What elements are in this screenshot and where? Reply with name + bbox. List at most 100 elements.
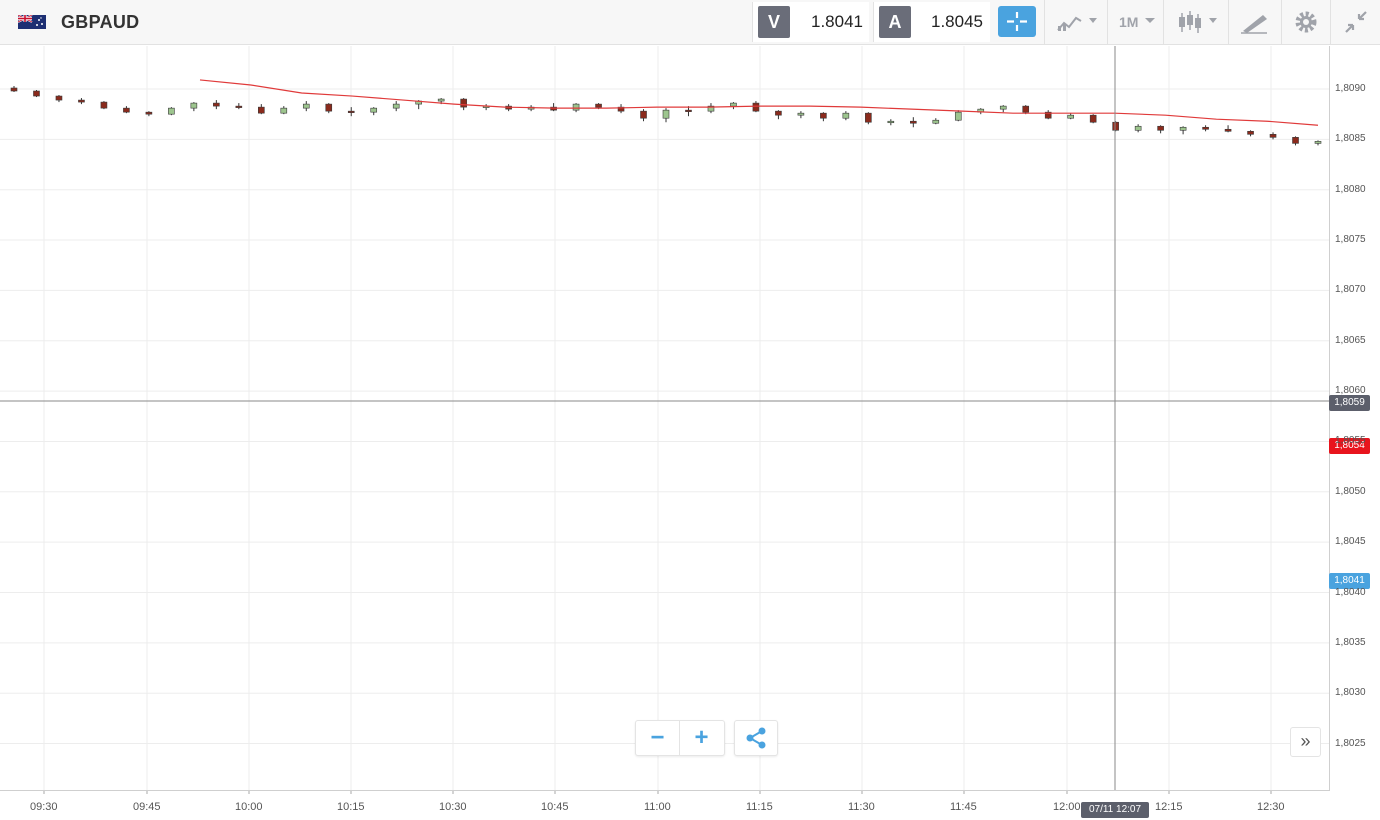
time-axis-divider [0, 790, 1330, 791]
candle-body [1134, 125, 1142, 131]
instrument-symbol[interactable]: GBPAUD [61, 12, 140, 32]
candle-body [347, 110, 355, 113]
candle-body [1089, 114, 1097, 123]
chart-type-menu[interactable] [1163, 0, 1228, 44]
price-chart[interactable] [0, 46, 1380, 820]
last-price-tag: 1,8041 [1329, 573, 1370, 589]
candle-body [572, 103, 580, 111]
candle-body [842, 112, 850, 119]
price-axis-label: 1,8070 [1335, 284, 1366, 296]
price-axis-label: 1,8050 [1335, 485, 1366, 497]
gear-icon [1295, 11, 1317, 33]
candle-body [370, 107, 378, 113]
crosshair-button[interactable] [998, 6, 1036, 37]
timeframe-menu[interactable]: 1M [1107, 0, 1163, 44]
chevron-down-icon [1145, 18, 1155, 23]
zoom-controls: − + [635, 720, 725, 756]
uk-australia-flag-icon [18, 15, 46, 29]
candle-body [954, 111, 962, 121]
candle-body [865, 112, 872, 123]
time-axis-label: 10:15 [337, 801, 365, 813]
candle-body [1067, 114, 1074, 119]
candle-body [1202, 126, 1209, 130]
candle-body [1179, 126, 1187, 131]
price-axis-label: 1,8030 [1335, 687, 1366, 699]
candle-body [617, 106, 625, 112]
time-axis-label: 10:30 [439, 801, 467, 813]
candle-body [707, 105, 715, 112]
time-axis-label: 09:45 [133, 801, 161, 813]
sell-label: V [758, 6, 790, 38]
candle-body [775, 110, 782, 116]
candle-body [33, 90, 40, 97]
crosshair-price-tag: 1,8059 [1329, 395, 1370, 411]
price-axis-label: 1,8090 [1335, 83, 1366, 94]
candle-body [1157, 125, 1164, 131]
candle-body [640, 110, 647, 119]
time-axis-label: 10:45 [541, 801, 569, 813]
candle-body [662, 109, 670, 119]
candle-body [78, 99, 85, 103]
candle-body [1112, 121, 1119, 131]
share-button[interactable] [734, 720, 778, 756]
candle-body [325, 103, 333, 112]
price-axis-label: 1,8045 [1335, 536, 1366, 548]
drawing-tools-button[interactable] [1228, 0, 1281, 44]
indicators-menu[interactable] [1044, 0, 1107, 44]
drawing-pen-icon [1241, 15, 1267, 34]
price-axis-label: 1,8055 [1335, 435, 1366, 447]
candle-body [145, 111, 153, 115]
candle-body [1044, 111, 1052, 119]
time-axis-label: 09:30 [30, 801, 58, 813]
time-axis-label: 10:00 [235, 801, 263, 813]
time-axis-label: 11:15 [746, 801, 773, 813]
price-axis-label: 1,8085 [1335, 133, 1366, 145]
price-axis-label: 1,8075 [1335, 234, 1366, 246]
candle-body [932, 119, 940, 124]
expand-panel-button[interactable]: » [1290, 727, 1321, 757]
candle-body [730, 102, 737, 107]
buy-quote[interactable]: A 1.8045 [873, 2, 990, 42]
candle-body [258, 106, 265, 114]
price-axis-label: 1,8040 [1335, 586, 1366, 598]
zoom-in-button[interactable]: + [694, 724, 709, 751]
indicators-icon [1057, 16, 1097, 31]
time-axis-label: 11:45 [950, 801, 977, 813]
moving-average-line [199, 79, 1319, 126]
sell-price: 1.8041 [811, 12, 863, 31]
candle-body [437, 98, 445, 102]
candle-body [123, 107, 130, 113]
crosshair-icon [1007, 12, 1027, 31]
price-axis-divider [1329, 46, 1330, 790]
candle-body [685, 109, 692, 112]
candle-body [887, 120, 895, 124]
sell-quote[interactable]: V 1.8041 [752, 2, 869, 42]
price-axis-label: 1,8035 [1335, 636, 1366, 648]
candle-body [168, 107, 175, 115]
time-axis-label: 12:00 [1053, 801, 1081, 813]
zoom-out-button[interactable]: − [636, 721, 680, 755]
candle-body [190, 102, 198, 109]
candle-body [752, 102, 760, 112]
price-axis-label: 1,8025 [1335, 737, 1366, 749]
candle-body [1022, 105, 1030, 113]
price-axis-label: 1,8080 [1335, 183, 1366, 195]
candle-body [1292, 137, 1299, 144]
price-axis-label: 1,8060 [1335, 385, 1366, 397]
time-axis-label: 12:15 [1155, 801, 1183, 813]
collapse-button[interactable] [1330, 0, 1380, 44]
candle-body [797, 112, 805, 116]
price-axis-label: 1,8065 [1335, 334, 1366, 346]
candle-body [1269, 134, 1277, 138]
crosshair-time-tag: 07/11 12:07 [1081, 802, 1149, 818]
candle-body [910, 120, 917, 124]
share-icon [746, 727, 766, 749]
buy-price: 1.8045 [931, 12, 983, 31]
candle-body [100, 101, 108, 109]
candle-body [55, 95, 63, 101]
settings-button[interactable] [1281, 0, 1330, 44]
candle-body [460, 98, 467, 108]
moving-average-price-tag: 1,8054 [1329, 438, 1370, 454]
time-axis-label: 11:30 [848, 801, 875, 813]
time-axis-label: 12:30 [1257, 801, 1285, 813]
